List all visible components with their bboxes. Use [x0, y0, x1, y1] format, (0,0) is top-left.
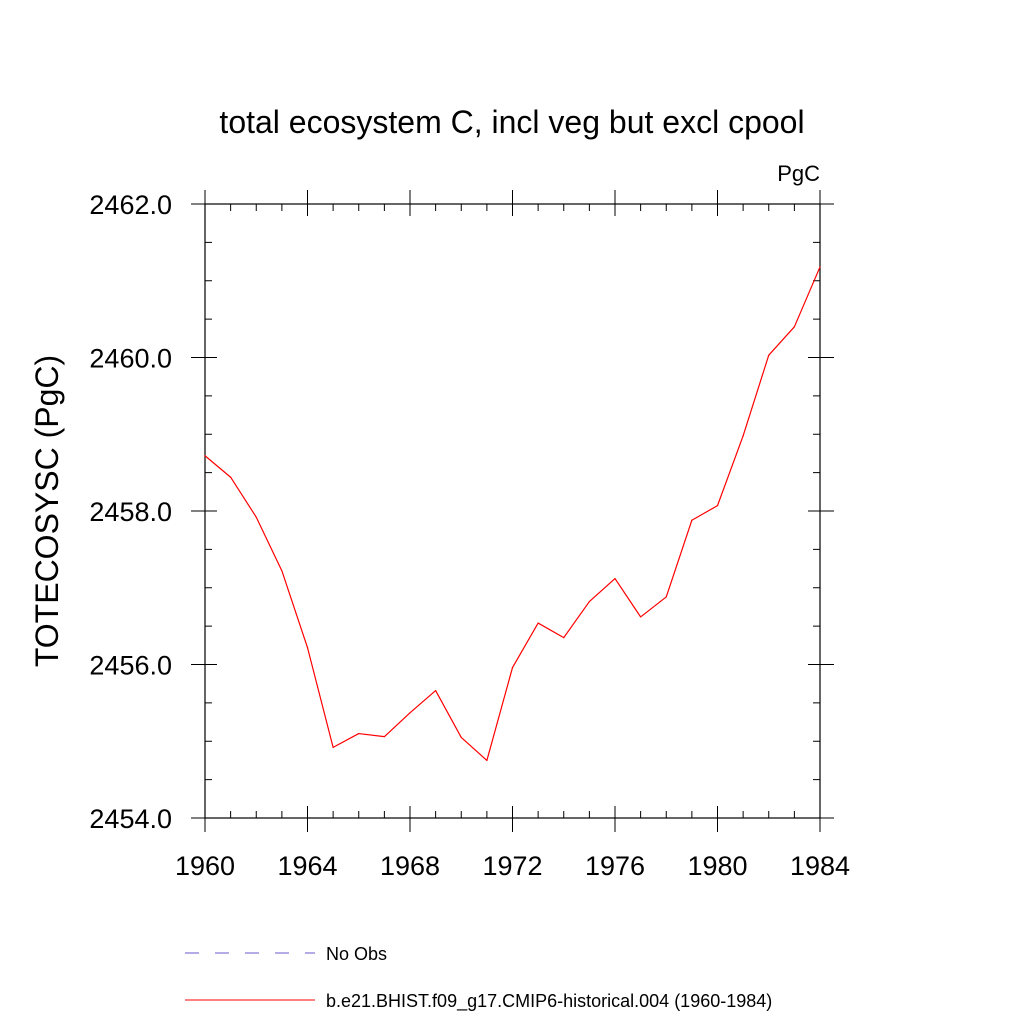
data-point — [640, 616, 642, 618]
axis-ticks — [191, 190, 834, 832]
data-point — [691, 519, 693, 521]
x-tick-label: 1968 — [380, 851, 440, 881]
data-point — [793, 326, 795, 328]
x-tick-label: 1980 — [687, 851, 747, 881]
data-point — [409, 712, 411, 714]
data-point — [486, 759, 488, 762]
data-point — [614, 577, 616, 580]
plot-frame — [204, 203, 821, 819]
y-tick-label: 2458.0 — [89, 497, 172, 527]
data-point — [716, 505, 719, 507]
data-point — [537, 622, 539, 624]
data-point — [383, 736, 385, 738]
data-point — [306, 647, 309, 649]
data-point — [255, 516, 257, 518]
x-tick-label: 1972 — [482, 851, 542, 881]
series-line — [204, 266, 821, 762]
data-point — [665, 596, 667, 598]
y-axis-label: TOTECOSYSC (PgC) — [29, 355, 65, 667]
data-point — [588, 600, 590, 603]
x-tick-label: 1960 — [175, 851, 235, 881]
data-point — [563, 637, 565, 639]
y-tick-label: 2454.0 — [89, 804, 172, 834]
y-tick-label: 2462.0 — [89, 190, 172, 220]
data-point — [511, 666, 514, 669]
x-tick-label: 1976 — [585, 851, 645, 881]
data-point — [460, 736, 462, 739]
x-tick-label: 1964 — [277, 851, 337, 881]
legend: No Obs b.e21.BHIST.f09_g17.CMIP6-histori… — [185, 944, 772, 1012]
data-point — [768, 354, 770, 356]
data-point — [435, 689, 437, 692]
series-group — [204, 266, 821, 762]
data-point — [819, 266, 821, 268]
data-point — [358, 732, 360, 735]
data-point — [204, 455, 206, 457]
legend-label-no-obs: No Obs — [326, 944, 387, 964]
chart-title: total ecosystem C, incl veg but excl cpo… — [219, 104, 804, 140]
data-point — [281, 570, 283, 572]
y-tick-label: 2456.0 — [89, 651, 172, 681]
y-tick-label: 2460.0 — [89, 344, 172, 374]
axis-tick-labels: 1960 1964 1968 1972 1976 1980 1984 2454.0 2456.0… — [89, 190, 850, 881]
plot-area: 1960 1964 1968 1972 1976 1980 1984 2454.0 2456.0… — [89, 190, 850, 881]
data-point — [742, 435, 744, 437]
units-label: PgC — [777, 161, 820, 186]
data-point — [230, 476, 232, 478]
legend-label-historical: b.e21.BHIST.f09_g17.CMIP6-historical.004… — [326, 991, 772, 1012]
x-tick-label: 1984 — [790, 851, 850, 881]
data-point — [332, 746, 334, 748]
